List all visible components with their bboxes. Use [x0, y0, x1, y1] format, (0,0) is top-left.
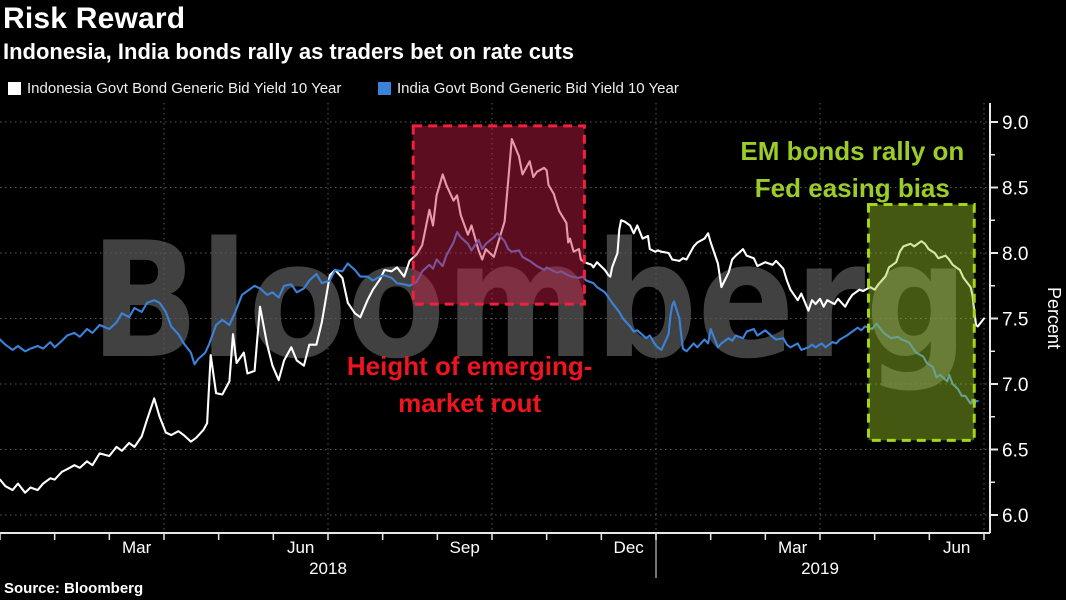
- legend-label-india: India Govt Bond Generic Bid Yield 10 Yea…: [397, 80, 679, 97]
- rout-box: [411, 124, 586, 306]
- source-credit: Source: Bloomberg: [4, 580, 144, 597]
- x-month-label: Jun: [287, 538, 314, 557]
- india-yield-line: [0, 230, 979, 407]
- x-month-label: Sep: [450, 538, 480, 557]
- rout-label: market rout: [398, 388, 541, 418]
- indonesia-swatch-icon: [8, 82, 21, 95]
- x-month-label: Dec: [614, 538, 645, 557]
- legend: Indonesia Govt Bond Generic Bid Yield 10…: [0, 80, 1066, 98]
- y-tick-label: 6.5: [1002, 441, 1028, 462]
- x-year-label: 2019: [801, 559, 839, 578]
- x-month-label: Mar: [122, 538, 152, 557]
- legend-item-india: India Govt Bond Generic Bid Yield 10 Yea…: [378, 80, 679, 97]
- x-year-label: 2018: [309, 559, 347, 578]
- rout-label: Height of emerging-: [347, 351, 593, 381]
- y-tick-label: 7.0: [1002, 375, 1028, 396]
- y-tick-label: 8.0: [1002, 244, 1028, 265]
- y-tick-label: 8.5: [1002, 179, 1028, 200]
- legend-label-indonesia: Indonesia Govt Bond Generic Bid Yield 10…: [27, 80, 342, 97]
- rally-box: [866, 203, 976, 442]
- india-swatch-icon: [378, 82, 391, 95]
- chart-subtitle: Indonesia, India bonds rally as traders …: [3, 39, 574, 64]
- rally-label: Fed easing bias: [755, 173, 950, 203]
- legend-item-indonesia: Indonesia Govt Bond Generic Bid Yield 10…: [8, 80, 341, 97]
- chart-title: Risk Reward: [3, 2, 186, 35]
- y-axis-title: Percent: [1044, 287, 1064, 349]
- y-tick-label: 6.0: [1002, 506, 1028, 527]
- y-tick-label: 7.5: [1002, 310, 1028, 331]
- x-month-label: Mar: [778, 538, 808, 557]
- y-tick-label: 9.0: [1002, 113, 1028, 134]
- indonesia-yield-line: [0, 137, 986, 494]
- x-month-label: Jun: [943, 538, 970, 557]
- rally-label: EM bonds rally on: [740, 136, 964, 166]
